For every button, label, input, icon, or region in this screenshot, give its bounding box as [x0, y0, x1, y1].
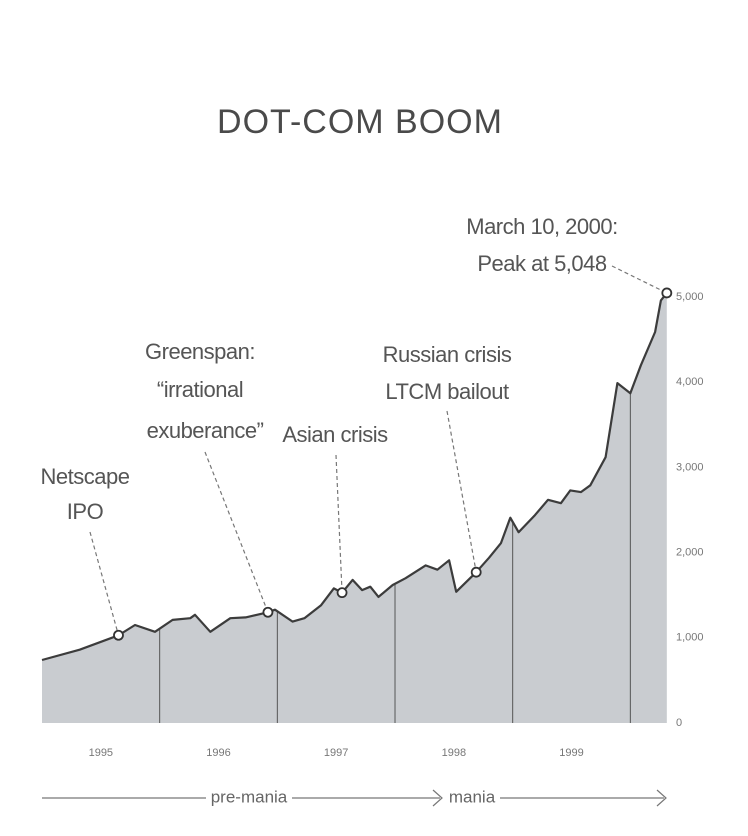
- y-tick-label: 3,000: [676, 461, 704, 473]
- leader-line: [611, 265, 668, 294]
- x-tick-label: 1999: [559, 747, 583, 759]
- phase-label: mania: [449, 787, 496, 806]
- annotation: Netscape: [41, 464, 130, 489]
- y-tick-label: 5,000: [676, 291, 704, 303]
- event-marker: [262, 606, 274, 618]
- annotation: Greenspan:: [145, 339, 255, 364]
- y-tick-label: 0: [676, 717, 682, 729]
- line: [41, 292, 668, 662]
- annotation: March 10, 2000:: [466, 214, 617, 239]
- x-tick-label: 1998: [442, 747, 466, 759]
- x-tick-label: 1996: [206, 747, 230, 759]
- annotation: IPO: [67, 499, 104, 524]
- leader-line: [335, 454, 343, 593]
- annotations: Netscape IPO Greenspan: “irrational exub…: [41, 214, 619, 524]
- plot-area: 0 1,000 2,000 3,000 4,000 5,000 1995 1996 1997 19…: [41, 265, 704, 759]
- arrow-head: [656, 789, 667, 807]
- event-marker: [661, 287, 673, 299]
- y-tick-label: 4,000: [676, 376, 704, 388]
- annotation: Peak at 5,048: [477, 251, 607, 276]
- leader-line: [89, 531, 120, 636]
- phase-label: pre-mania: [211, 787, 288, 806]
- event-marker: [470, 566, 482, 578]
- event-marker: [113, 629, 124, 641]
- annotation: Russian crisis: [383, 342, 512, 367]
- x-tick-label: 1995: [89, 747, 113, 759]
- y-tick-label: 2,000: [676, 547, 704, 559]
- leader-line: [446, 410, 477, 573]
- x-tick-label: 1997: [324, 747, 348, 759]
- leader-line: [204, 451, 269, 613]
- y-tick-label: 1,000: [676, 632, 704, 644]
- annotation: LTCM bailout: [385, 379, 509, 404]
- annotation: Asian crisis: [282, 422, 388, 447]
- annotation: “irrational: [157, 377, 243, 402]
- event-marker: [336, 587, 348, 599]
- chart-title: DOT-COM BOOM: [217, 103, 503, 141]
- annotation: exuberance”: [147, 418, 264, 443]
- phase-arrows: [42, 789, 667, 807]
- area: [42, 292, 667, 723]
- arrow-head: [432, 789, 443, 807]
